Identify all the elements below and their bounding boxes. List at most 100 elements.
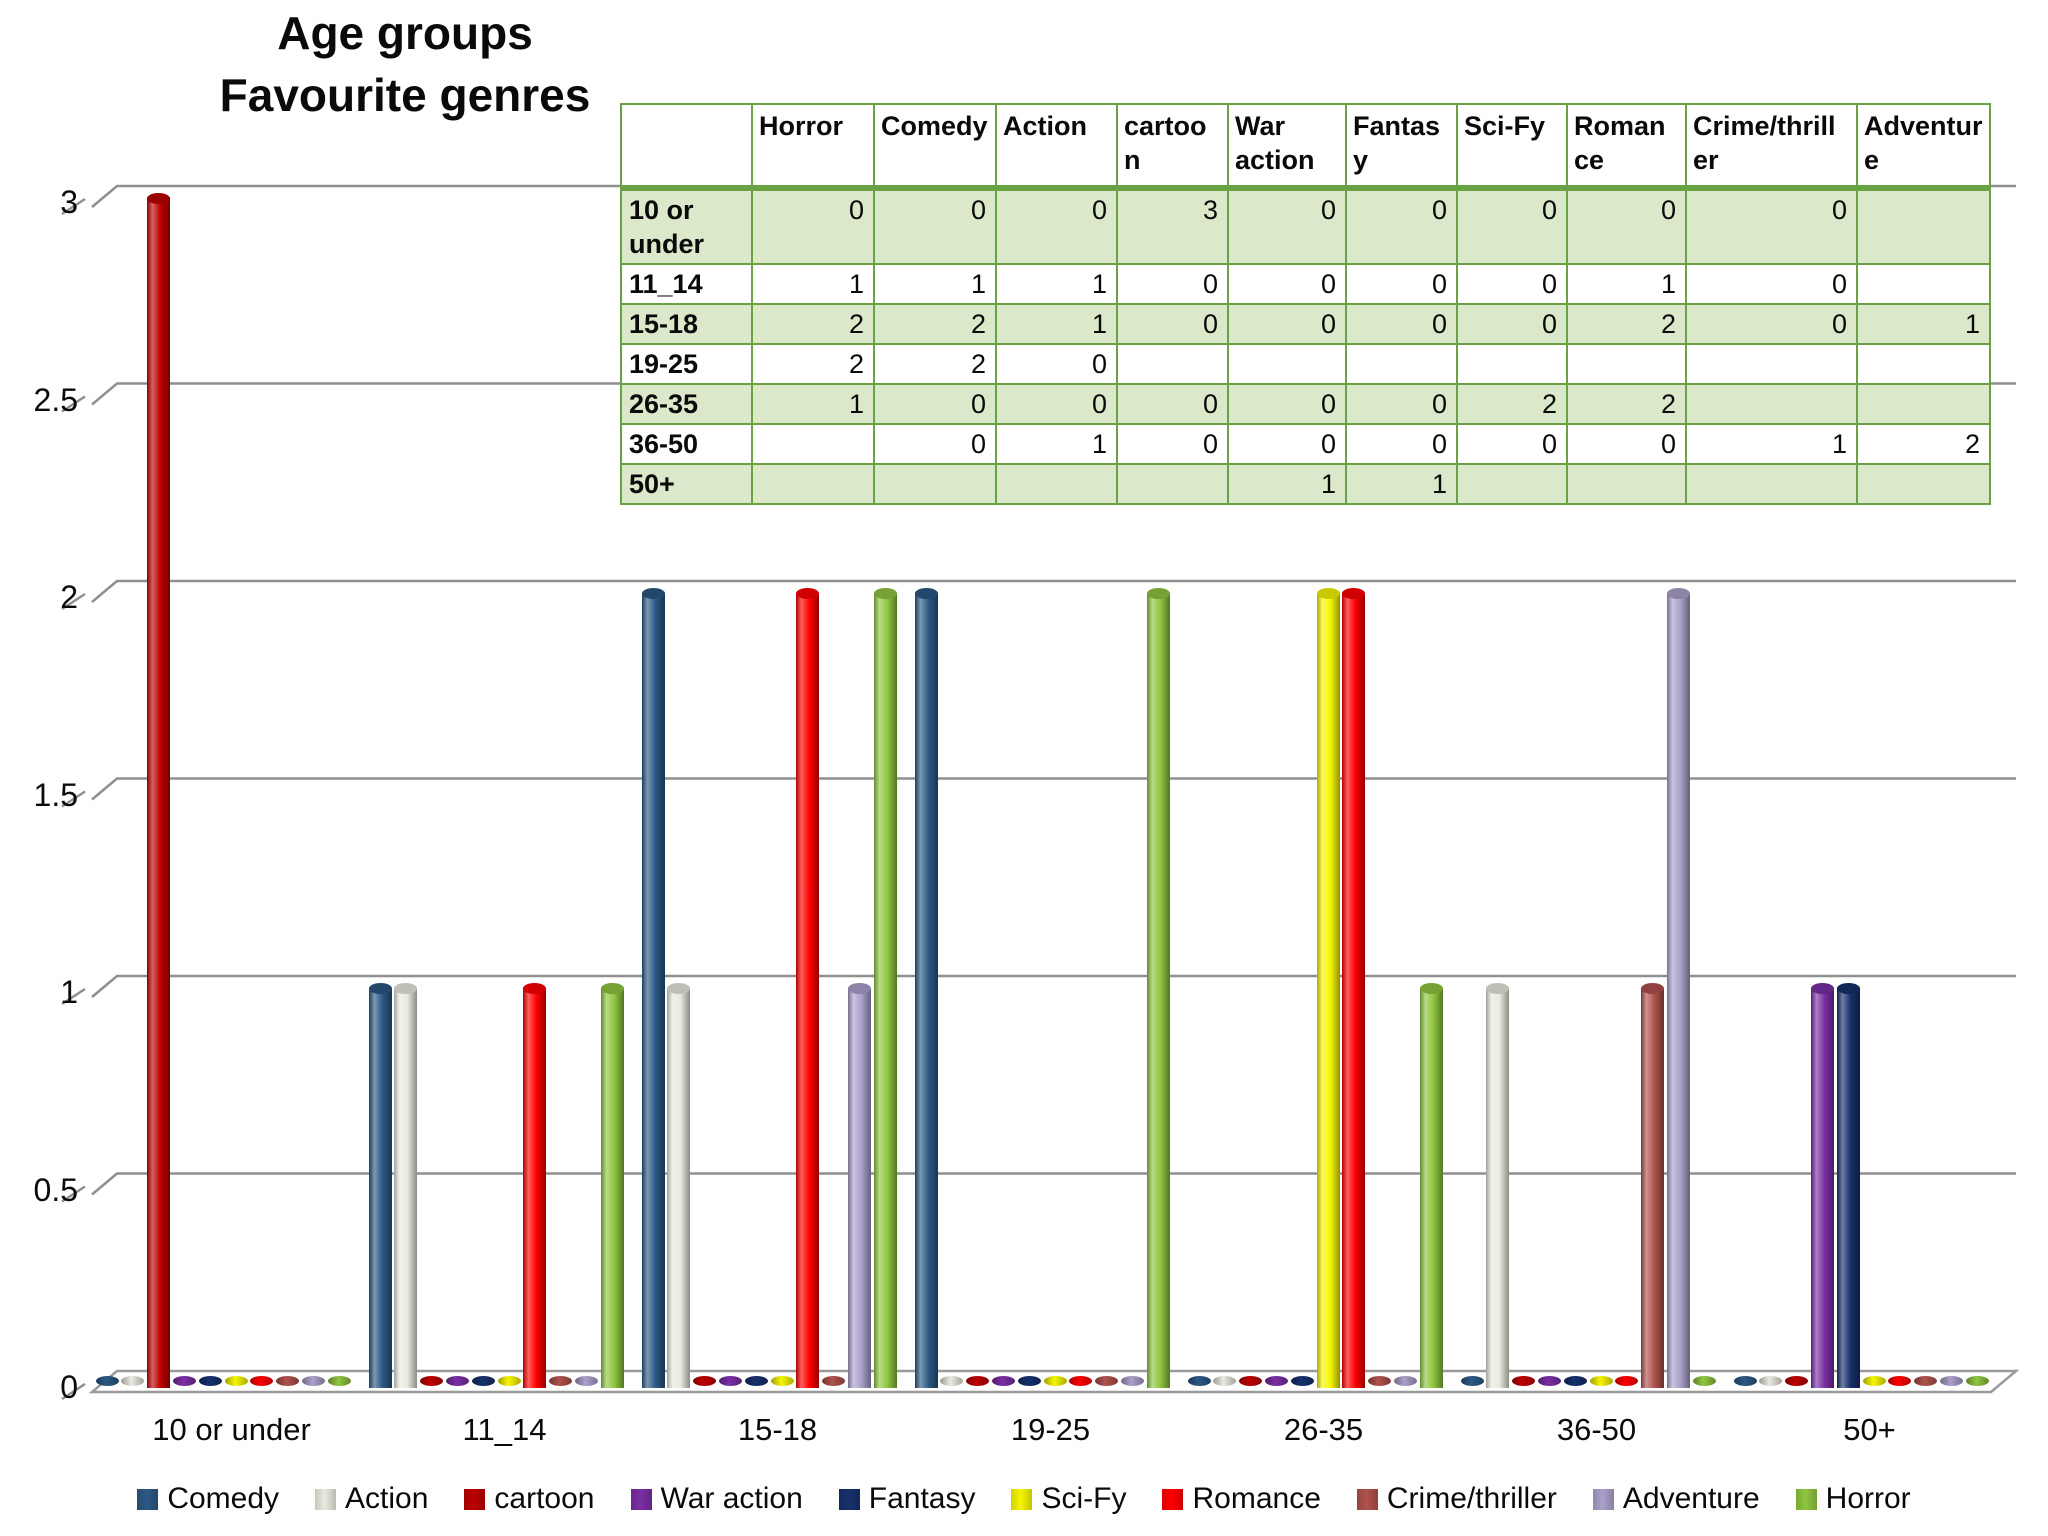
zero-marker: [276, 1376, 300, 1386]
zero-marker: [1290, 1376, 1314, 1386]
table-cell: 0: [1685, 187, 1858, 265]
zero-marker: [1264, 1376, 1288, 1386]
legend-label: Fantasy: [868, 1482, 976, 1515]
zero-marker: [1733, 1376, 1757, 1386]
table-cell: 0: [995, 187, 1118, 265]
table-cell: [1685, 383, 1858, 425]
bar-top-cap: [667, 983, 691, 994]
table-cell: 0: [1566, 187, 1687, 265]
table-row-header: 26-35: [620, 383, 753, 425]
legend-item: Crime/thriller: [1356, 1482, 1557, 1516]
legend-label: War action: [660, 1482, 803, 1515]
table-row-header: 11_14: [620, 263, 753, 305]
bar-top-cap: [368, 983, 392, 994]
bar-top-cap: [1666, 588, 1690, 599]
zero-marker: [301, 1376, 325, 1386]
zero-marker: [1239, 1376, 1263, 1386]
table-cell: 0: [1456, 423, 1568, 465]
y-axis-label: 2: [60, 579, 78, 615]
y-axis-tick-mark: [61, 592, 86, 611]
legend-label: Sci-Fy: [1041, 1482, 1127, 1515]
table-cell: [995, 463, 1118, 505]
table-cell: [1116, 343, 1229, 385]
y-axis-label: 1.5: [33, 776, 78, 813]
bar-top-cap: [1641, 983, 1665, 994]
x-axis-label: 15-18: [737, 1412, 818, 1447]
zero-marker: [121, 1376, 145, 1386]
table-column-header: Fantasy: [1345, 103, 1458, 191]
zero-marker: [770, 1376, 794, 1386]
zero-marker: [250, 1376, 274, 1386]
chart-title: Age groups Favourite genres: [100, 2, 710, 126]
bar-top-cap: [1419, 983, 1443, 994]
legend-item: Fantasy: [838, 1482, 976, 1516]
legend-label: Crime/thriller: [1386, 1482, 1557, 1515]
table-row-header: 19-25: [620, 343, 753, 385]
table-cell: [1116, 463, 1229, 505]
bar: [1836, 983, 1860, 1388]
bar-top-cap: [523, 983, 547, 994]
zero-marker: [420, 1376, 444, 1386]
legend-swatch: [1011, 1488, 1033, 1510]
zero-marker: [940, 1376, 964, 1386]
table-column-header: War action: [1227, 103, 1347, 191]
zero-marker: [224, 1376, 248, 1386]
bar-top-cap: [147, 193, 171, 204]
y-axis-label: 2.5: [33, 381, 78, 418]
table-cell: 1: [1227, 463, 1347, 505]
bar: [667, 983, 691, 1388]
y-axis-tick-mark: [61, 1382, 86, 1401]
bar: [1486, 983, 1510, 1388]
zero-marker: [1965, 1376, 1989, 1386]
zero-marker: [95, 1376, 119, 1386]
gridline: [91, 579, 2016, 603]
zero-marker: [1759, 1376, 1783, 1386]
table-cell: 2: [1456, 383, 1568, 425]
zero-marker: [718, 1376, 742, 1386]
legend-swatch: [1795, 1488, 1817, 1510]
legend-item: Sci-Fy: [1011, 1482, 1126, 1516]
table-row-header: 36-50: [620, 423, 753, 465]
data-table: Horror Comedy Action cartoon War action Fanta…: [620, 103, 1991, 505]
table-cell: 0: [873, 187, 997, 265]
legend-item: Action: [315, 1482, 428, 1516]
zero-marker: [1017, 1376, 1041, 1386]
zero-marker: [445, 1376, 469, 1386]
legend-swatch: [630, 1488, 652, 1510]
legend-item: Romance: [1162, 1482, 1321, 1516]
zero-marker: [1368, 1376, 1392, 1386]
legend-item: Adventure: [1592, 1482, 1760, 1516]
bar-top-cap: [1316, 588, 1340, 599]
zero-marker: [1785, 1376, 1809, 1386]
table-cell: [1685, 343, 1858, 385]
table-cell: 0: [1116, 303, 1229, 345]
legend-swatch: [137, 1488, 159, 1510]
table-cell: [1456, 463, 1568, 505]
y-axis-tick-mark: [61, 395, 86, 413]
legend-label: Action: [345, 1482, 429, 1515]
chart-title-line1: Age groups: [277, 7, 533, 59]
zero-marker: [1512, 1376, 1536, 1386]
bar: [523, 983, 547, 1388]
zero-marker: [471, 1376, 495, 1386]
bar: [914, 588, 938, 1388]
table-cell: [1227, 343, 1347, 385]
table-cell: 1: [995, 263, 1118, 305]
table-cell: [873, 463, 997, 505]
zero-marker: [1692, 1376, 1716, 1386]
bar-top-cap: [1342, 588, 1366, 599]
table-cell: 2: [1856, 423, 1991, 465]
table-cell: 2: [873, 303, 997, 345]
table-header-row: Horror Comedy Action cartoon War action Fanta…: [620, 103, 1991, 191]
table-cell: [1456, 343, 1568, 385]
gridline: [91, 777, 2016, 801]
table-cell: 2: [873, 343, 997, 385]
legend-item: cartoon: [464, 1482, 595, 1516]
table-row-header: 50+: [620, 463, 753, 505]
x-axis-label: 19-25: [1010, 1412, 1091, 1447]
bar-top-cap: [1146, 588, 1170, 599]
bar: [1641, 983, 1665, 1388]
table-cell: 0: [1456, 263, 1568, 305]
bar: [1316, 588, 1340, 1388]
